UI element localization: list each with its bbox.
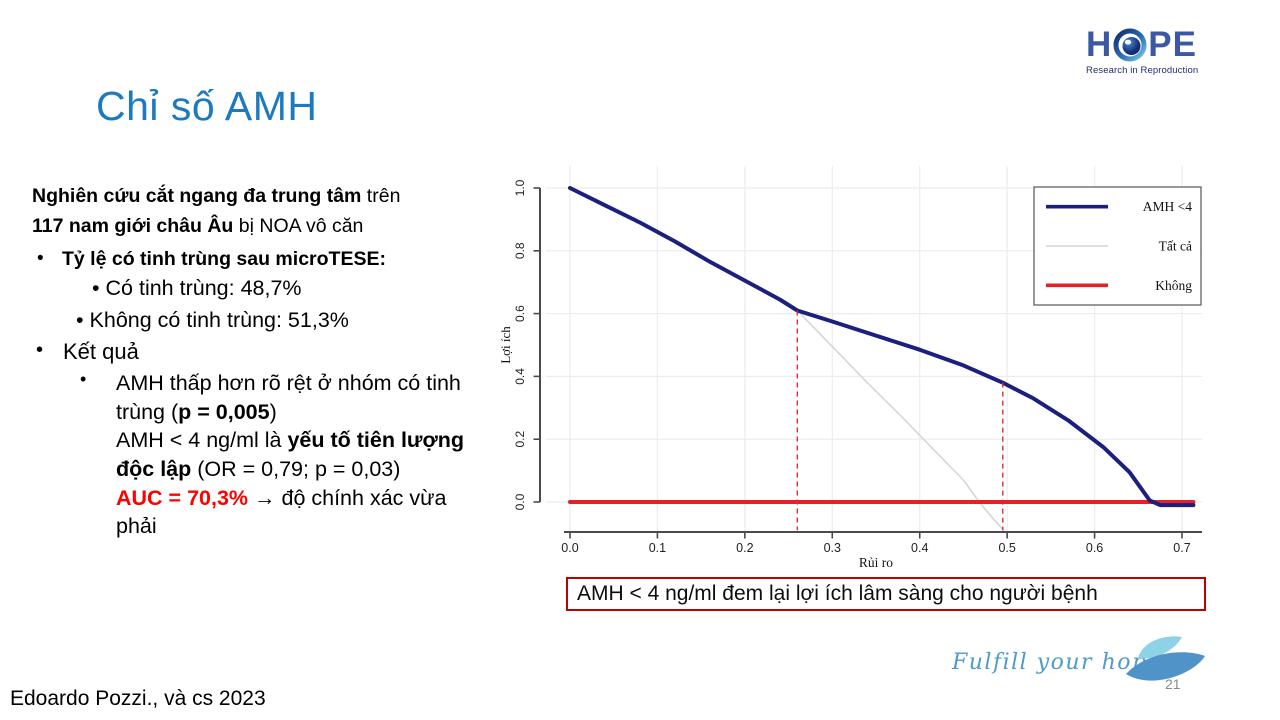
- svg-text:Lợi ích: Lợi ích: [500, 326, 513, 364]
- bullet-item-results: • Kết quả: [32, 339, 470, 365]
- sub-bullet-negative: Không có tinh trùng: 51,3%: [76, 306, 470, 334]
- content-column: Nghiên cứu cắt ngang đa trung tâm trên 1…: [32, 181, 470, 541]
- intro-bold-1: Nghiên cứu cắt ngang đa trung tâm: [32, 185, 362, 207]
- leaf-logo-icon: [1126, 636, 1205, 681]
- intro-reg-2: bị NOA vô căn: [233, 215, 364, 238]
- hope-logo-subtitle: Research in Reproduction: [1086, 65, 1199, 76]
- result3-note: → độ chính xác vừa phải: [116, 485, 447, 539]
- result-line-3: AUC = 70,3% → độ chính xác vừa phải: [116, 484, 468, 541]
- svg-text:0.4: 0.4: [911, 541, 928, 555]
- svg-text:Tất cả: Tất cả: [1159, 239, 1192, 254]
- svg-text:0.0: 0.0: [561, 541, 578, 555]
- conclusion-box: AMH < 4 ng/ml đem lại lợi ích lâm sàng c…: [566, 577, 1206, 611]
- tagline: Fulfill your hope: [952, 650, 1163, 675]
- page-number: 21: [1165, 676, 1181, 692]
- result2-factor: yếu tố tiên lượng độc lập: [116, 428, 465, 481]
- svg-text:0.5: 0.5: [998, 541, 1015, 555]
- result1-text: AMH thấp hơn rõ rệt ở nhóm có tinh trùng…: [116, 371, 461, 424]
- svg-text:0.1: 0.1: [649, 541, 666, 555]
- result-line-2: AMH < 4 ng/ml là yếu tố tiên lượng độc l…: [116, 426, 468, 483]
- results-block: • AMH thấp hơn rõ rệt ở nhóm có tinh trù…: [32, 369, 470, 541]
- svg-text:0.0: 0.0: [513, 493, 527, 510]
- result2-text: AMH < 4 ng/ml là: [116, 428, 288, 453]
- decision-curve-chart-container: 0.0 0.2 0.4 0.6 0.8 1.0 0.0 0.1 0.2 0.3 0.4 0.5 0.6 0…: [498, 158, 1210, 573]
- svg-text:0.8: 0.8: [513, 242, 527, 259]
- svg-text:0.6: 0.6: [513, 305, 527, 322]
- intro-reg-1: trên: [361, 185, 401, 207]
- hope-logo: H PE: [1086, 27, 1216, 77]
- intro-paragraph: Nghiên cứu cắt ngang đa trung tâm trên 1…: [32, 181, 470, 241]
- hope-wordmark: H PE: [1086, 27, 1216, 63]
- bullet-ratio-label: Tỷ lệ có tinh trùng sau microTESE:: [62, 248, 386, 271]
- bullet-icon: •: [36, 339, 44, 362]
- svg-text:0.3: 0.3: [824, 541, 841, 555]
- svg-text:0.7: 0.7: [1173, 541, 1190, 555]
- page-title: Chỉ số AMH: [96, 83, 318, 129]
- svg-text:0.2: 0.2: [736, 541, 753, 555]
- svg-text:Không: Không: [1155, 278, 1192, 293]
- citation: Edoardo Pozzi., và cs 2023: [10, 687, 266, 710]
- svg-text:Rủi ro: Rủi ro: [859, 555, 893, 570]
- result3-auc: AUC = 70,3%: [116, 485, 249, 510]
- result1-close: ): [269, 399, 277, 424]
- bullet-icon: •: [80, 369, 87, 390]
- hope-letter-h: H: [1086, 25, 1113, 64]
- result-line-1: AMH thấp hơn rõ rệt ở nhóm có tinh trùng…: [116, 369, 468, 426]
- bullet-icon: •: [37, 248, 44, 270]
- decision-curve-chart: 0.0 0.2 0.4 0.6 0.8 1.0 0.0 0.1 0.2 0.3 0.4 0.5 0.6 0…: [498, 166, 1202, 570]
- result1-pvalue: p = 0,005: [178, 399, 270, 424]
- svg-text:AMH <4: AMH <4: [1143, 199, 1192, 214]
- hope-letter-pe: PE: [1148, 25, 1197, 64]
- results-body: AMH thấp hơn rõ rệt ở nhóm có tinh trùng…: [116, 369, 468, 541]
- svg-text:0.2: 0.2: [513, 431, 527, 448]
- intro-bold-2: 117 nam giới châu Âu: [32, 215, 234, 238]
- svg-text:1.0: 1.0: [513, 179, 527, 196]
- hope-eye-icon: [1113, 28, 1147, 62]
- svg-text:0.4: 0.4: [513, 368, 527, 385]
- sub-bullet-positive: Có tinh trùng: 48,7%: [92, 274, 470, 302]
- svg-text:0.6: 0.6: [1086, 541, 1103, 555]
- result2-stats: (OR = 0,79; p = 0,03): [191, 456, 401, 481]
- bullet-item-ratio: • Tỷ lệ có tinh trùng sau microTESE:: [32, 248, 470, 271]
- bullet-results-label: Kết quả: [63, 339, 139, 365]
